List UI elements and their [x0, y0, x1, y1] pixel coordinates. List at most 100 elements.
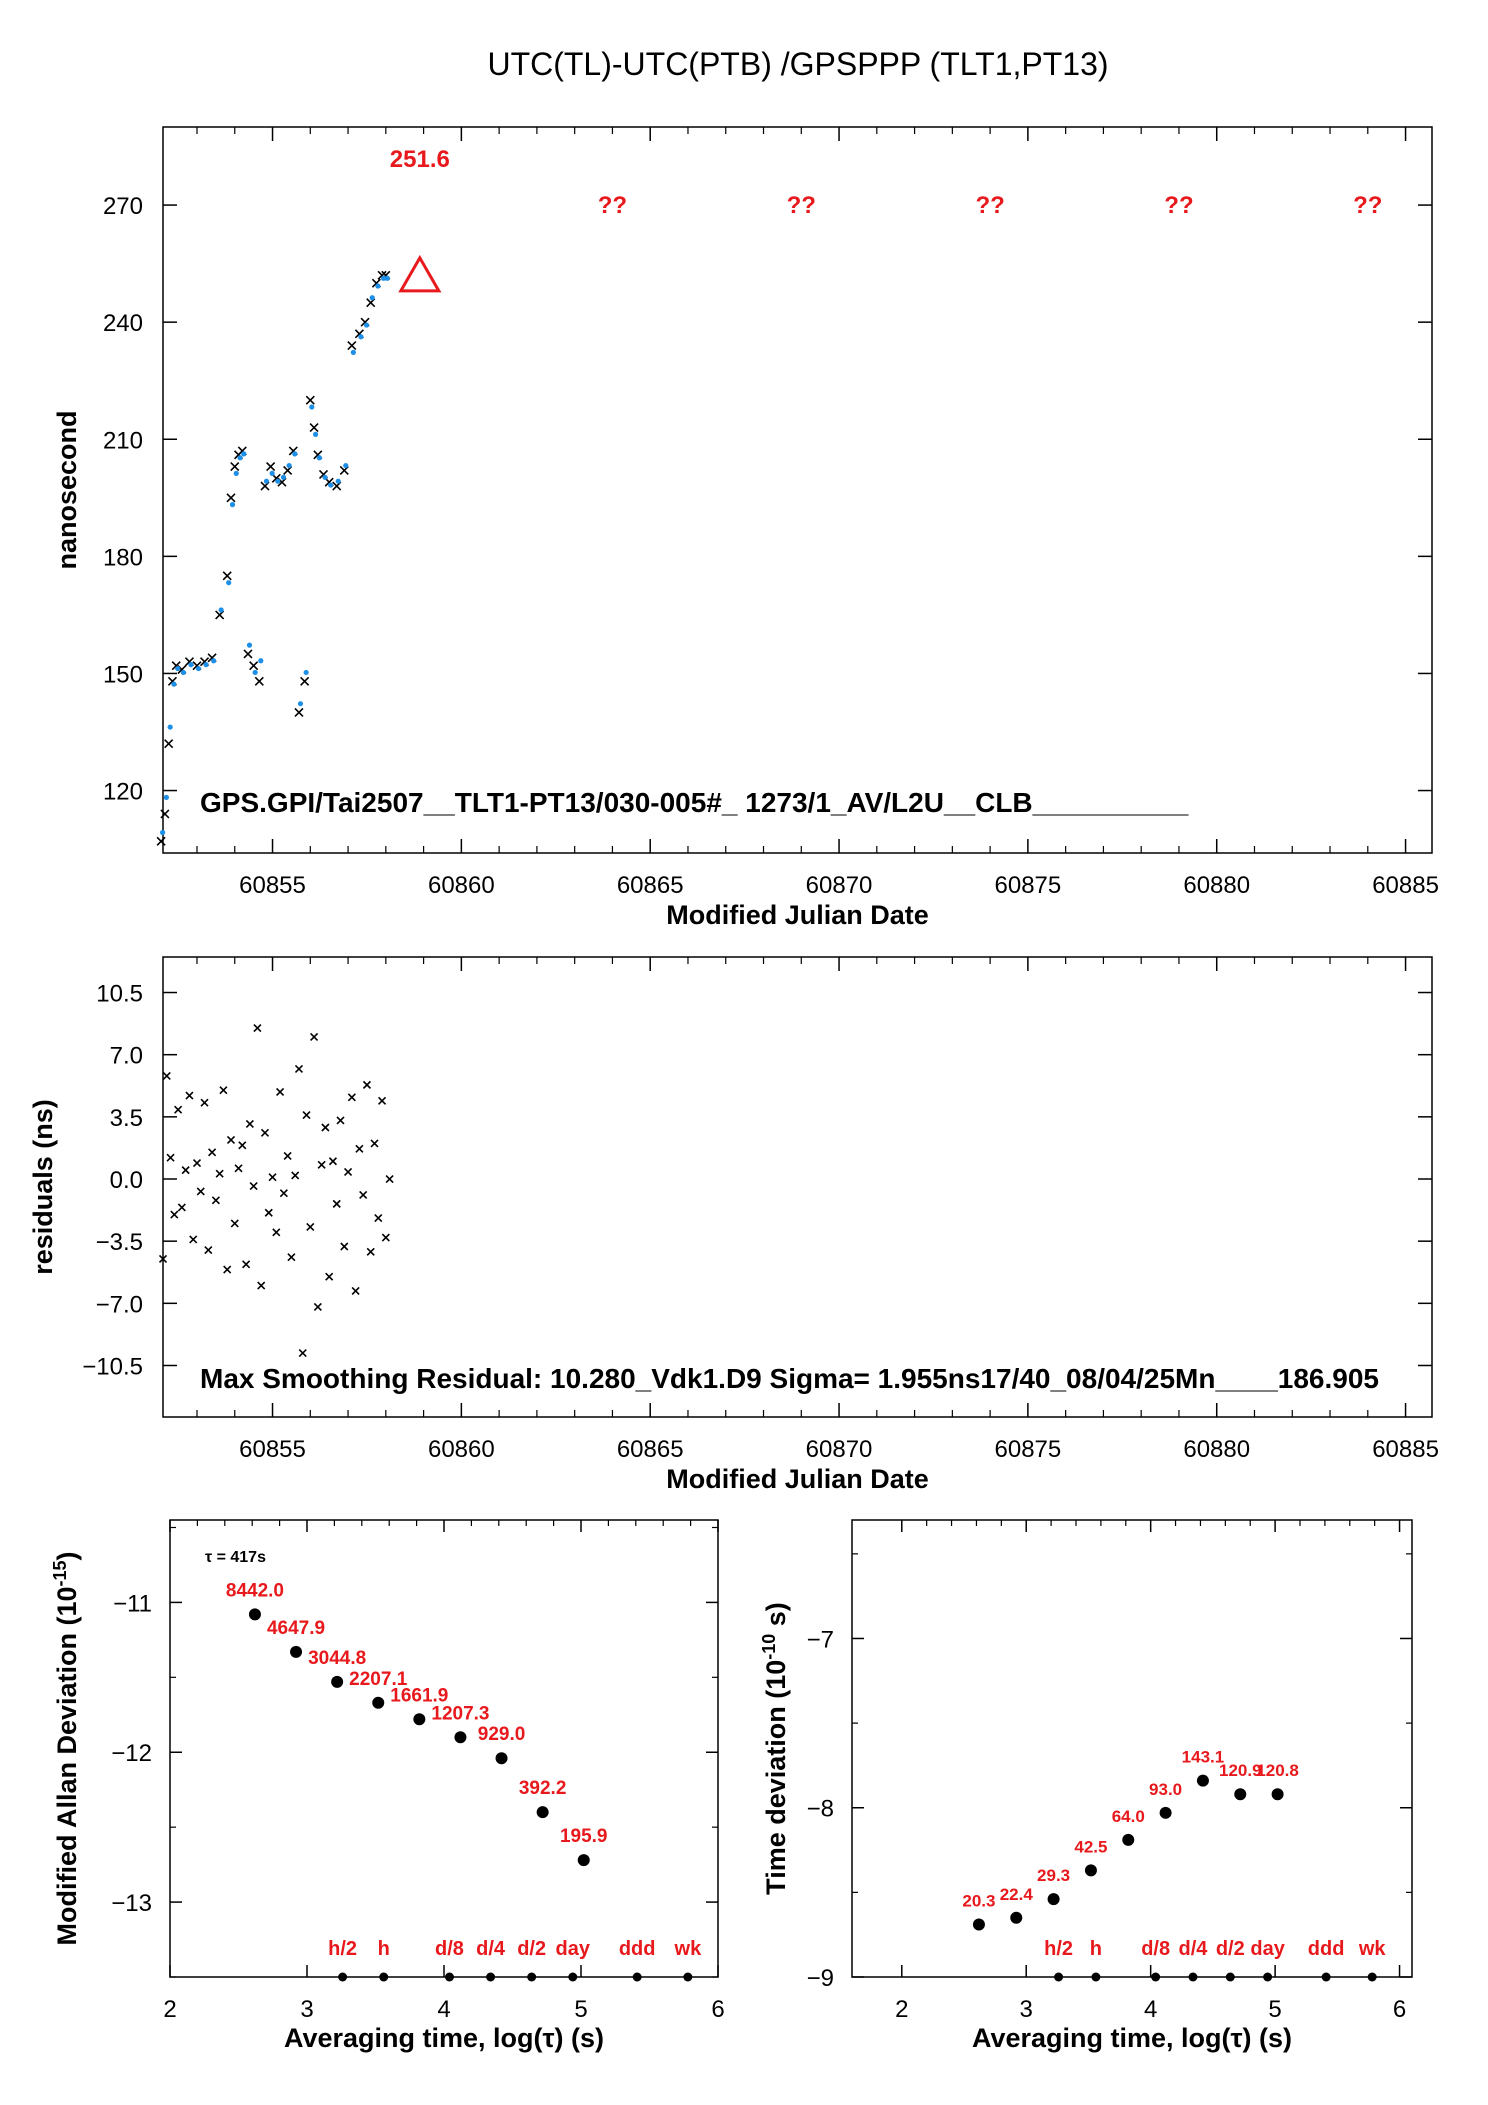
residual-point	[170, 1210, 179, 1219]
raw-data-point	[230, 462, 240, 472]
averaging-interval-marker	[1225, 1972, 1235, 1982]
y-tick-label: 270	[103, 193, 143, 220]
x-tick-label: 60870	[806, 1436, 873, 1463]
x-tick-label: 60875	[995, 1436, 1062, 1463]
smoothed-data-point	[358, 334, 364, 340]
deviation-point	[1196, 1774, 1209, 1787]
deviation-value-label: 120.9	[1219, 1761, 1262, 1780]
deviation-point	[1159, 1806, 1172, 1819]
residual-point	[377, 1096, 387, 1105]
residual-point	[276, 1087, 285, 1097]
averaging-interval-marker	[683, 1972, 693, 1982]
deviation-point	[1047, 1893, 1060, 1906]
smoothed-data-point	[160, 829, 166, 836]
x-tick-label: 60855	[239, 872, 306, 899]
residual-point	[174, 1105, 183, 1114]
time-deviation-panel: 2 3 4 5 6 −7 −8 −9 Averaging time, log(τ) (s) Tim…	[759, 1519, 1413, 2053]
averaging-interval-label: h	[378, 1938, 390, 1960]
residual-point	[287, 1253, 296, 1262]
averaging-interval-marker	[632, 1972, 642, 1982]
y-axis-title: nanosecond	[52, 410, 82, 569]
x-tick-label: 2	[163, 1996, 176, 2023]
residual-point	[298, 1348, 307, 1358]
residual-point	[313, 1302, 322, 1311]
smoothed-data-point	[233, 470, 239, 476]
residual-point	[162, 1071, 171, 1081]
y-tick-label: −9	[807, 1965, 834, 1992]
deviation-point	[972, 1918, 985, 1931]
deviation-value-label: 3044.8	[308, 1648, 366, 1669]
raw-data-point	[254, 676, 264, 686]
raw-data-point	[156, 836, 166, 846]
x-tick-label: 2	[895, 1996, 908, 2023]
residual-point	[192, 1158, 202, 1168]
residual-point	[238, 1141, 247, 1150]
smoothed-data-point	[384, 275, 390, 281]
x-tick-label: 4	[1144, 1996, 1157, 2023]
x-axis-title: Averaging time, log(τ) (s)	[284, 2023, 604, 2053]
smoothed-data-point	[375, 283, 381, 289]
averaging-interval-marker	[1321, 1972, 1331, 1982]
x-tick-label: 60855	[239, 1436, 306, 1463]
residual-point	[310, 1032, 319, 1041]
residual-point	[200, 1098, 209, 1107]
deviation-value-label: 1661.9	[390, 1685, 448, 1706]
smoothed-data-point	[369, 295, 375, 301]
averaging-interval-label: day	[1250, 1938, 1285, 1960]
residual-point	[283, 1151, 292, 1160]
deviation-point	[1010, 1911, 1023, 1924]
averaging-interval-label: h	[1090, 1938, 1102, 1960]
time-series-panel: 60855 60860 60865 60870 60875 60880 60885 120 15…	[52, 126, 1439, 930]
smoothed-data-point	[303, 669, 309, 676]
averaging-interval-label: ddd	[619, 1938, 656, 1960]
residual-point	[264, 1208, 273, 1217]
y-tick-label: −11	[113, 1590, 152, 1617]
residual-point	[185, 1091, 194, 1100]
residual-point	[347, 1093, 356, 1102]
missing-value-label: ??	[975, 192, 1004, 219]
smoothed-data-point	[218, 607, 224, 613]
y-tick-label: 7.0	[110, 1043, 143, 1070]
residual-point	[257, 1281, 266, 1290]
smoothed-data-point	[246, 642, 253, 648]
residual-point	[325, 1272, 334, 1281]
residual-point	[230, 1219, 239, 1228]
smoothed-data-point	[226, 580, 232, 586]
residual-point	[306, 1222, 315, 1232]
averaging-interval-marker	[486, 1972, 496, 1982]
x-tick-label: 60880	[1183, 1436, 1250, 1463]
residual-point	[226, 1135, 236, 1144]
y-tick-label: −12	[111, 1740, 152, 1767]
x-tick-label: 60885	[1372, 1436, 1439, 1463]
residual-point	[189, 1235, 198, 1244]
deviation-value-label: 195.9	[560, 1826, 608, 1847]
smoothed-data-point	[312, 431, 319, 437]
smoothed-data-point	[309, 404, 315, 410]
smoothed-data-point	[175, 665, 181, 672]
missing-value-label: ??	[1353, 192, 1382, 219]
averaging-interval-marker	[444, 1972, 454, 1982]
deviation-point	[1271, 1788, 1284, 1801]
deviation-value-label: 143.1	[1182, 1748, 1225, 1767]
residual-point	[245, 1119, 254, 1129]
smoothed-data-point	[241, 451, 247, 457]
y-axis-title: residuals (ns)	[28, 1099, 58, 1275]
smoothed-data-point	[171, 681, 177, 687]
residual-point	[158, 1254, 168, 1263]
y-tick-label: −13	[111, 1890, 152, 1917]
smoothed-data-point	[335, 478, 341, 484]
residual-point	[181, 1166, 190, 1175]
deviation-point	[248, 1608, 261, 1621]
x-tick-label: 60885	[1372, 872, 1439, 899]
averaging-interval-label: d/8	[435, 1938, 464, 1960]
residuals-panel: 60855 60860 60865 60870 60875 60880 60885 10.5 7…	[28, 956, 1439, 1494]
raw-data-point	[164, 739, 174, 749]
averaging-interval-label: d/2	[1216, 1938, 1245, 1960]
x-tick-label: 3	[300, 1996, 313, 2023]
residual-point	[355, 1144, 364, 1153]
deviation-value-label: 392.2	[519, 1778, 567, 1799]
processing-note: GPS.GPI/Tai2507__TLT1-PT13/030-005#_ 127…	[200, 787, 1189, 818]
residual-point	[343, 1167, 353, 1176]
residual-point	[215, 1169, 224, 1178]
y-tick-label: −8	[807, 1796, 834, 1823]
